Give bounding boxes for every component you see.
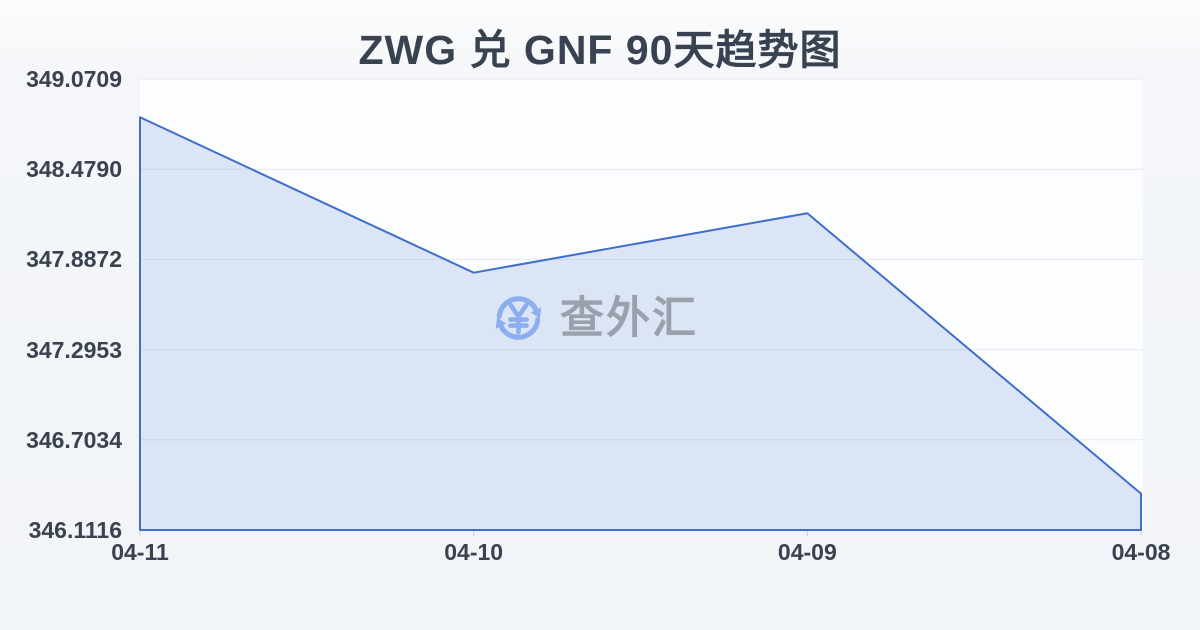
y-axis-label: 347.8872 [26, 246, 122, 273]
chart-title: ZWG 兑 GNF 90天趋势图 [358, 27, 842, 73]
y-axis-label: 349.0709 [26, 66, 122, 92]
plot-area [140, 79, 1143, 530]
y-axis-label: 347.2953 [26, 336, 122, 363]
y-axis-label: 346.1116 [28, 517, 122, 543]
x-axis-label: 04-08 [1111, 539, 1171, 565]
y-axis-label: 348.4790 [26, 156, 122, 183]
area-series [139, 116, 1142, 531]
x-axis-label: 04-11 [111, 539, 169, 565]
x-axis-label: 04-10 [444, 539, 504, 565]
x-axis-label: 04-09 [777, 539, 837, 565]
y-axis-label: 346.7034 [26, 426, 122, 453]
